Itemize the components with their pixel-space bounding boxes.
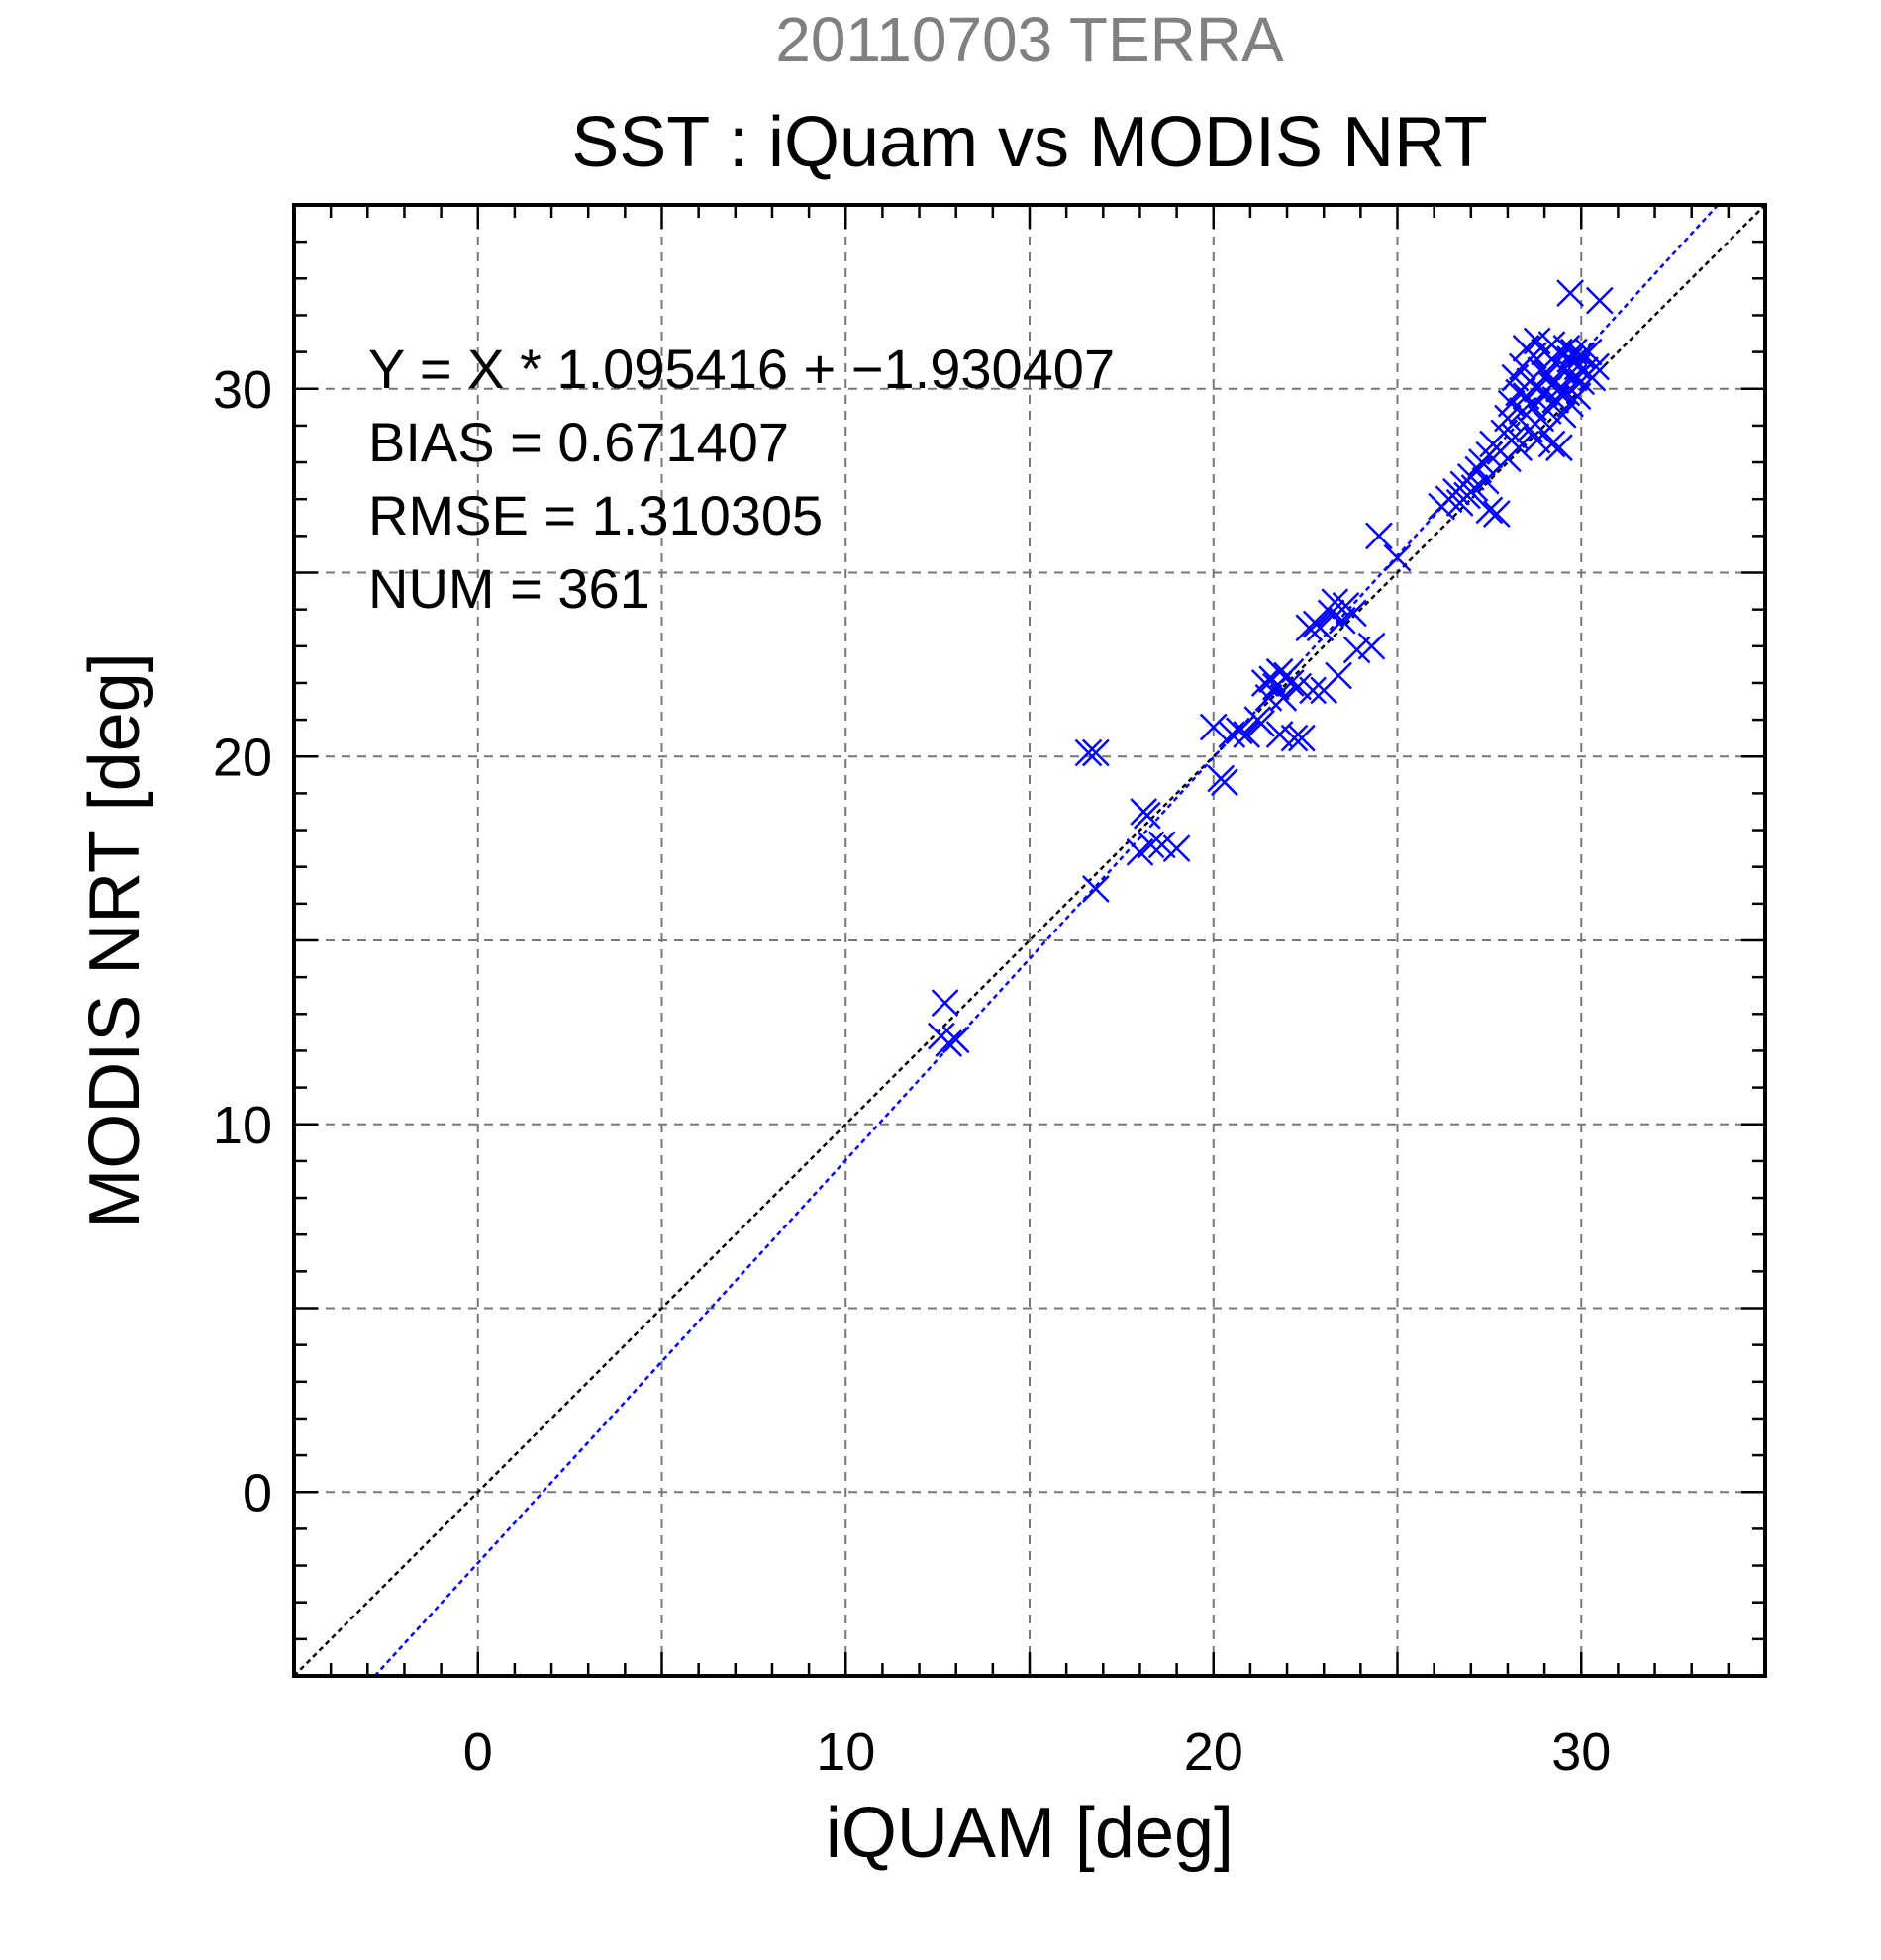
chart-title: SST : iQuam vs MODIS NRT — [571, 103, 1488, 182]
data-point — [1199, 713, 1228, 741]
data-point — [1537, 430, 1566, 458]
data-point — [1582, 352, 1610, 381]
data-point — [1288, 724, 1316, 752]
data-point — [941, 1026, 970, 1054]
data-point — [1276, 669, 1305, 697]
data-point — [1475, 441, 1504, 469]
stats-line-rmse: RMSE = 1.310305 — [368, 484, 823, 546]
data-point — [1233, 721, 1261, 748]
axis-ticks — [294, 205, 1765, 1676]
data-point — [1501, 423, 1530, 450]
data-point — [1162, 834, 1191, 863]
data-point — [1475, 496, 1504, 525]
data-point — [1225, 717, 1253, 745]
data-point — [1585, 286, 1614, 315]
data-point — [1081, 875, 1110, 903]
x-tick-label: 20 — [1184, 1722, 1243, 1782]
data-point — [1247, 709, 1275, 737]
x-tick-label: 30 — [1551, 1722, 1611, 1782]
y-tick-label: 0 — [243, 1463, 272, 1522]
data-point — [1133, 801, 1161, 830]
x-axis-label: iQUAM [deg] — [826, 1794, 1234, 1873]
plot-frame — [292, 203, 1767, 1678]
data-point — [1211, 768, 1238, 797]
data-point — [1299, 676, 1327, 705]
data-point — [1578, 363, 1607, 392]
y-tick-label: 30 — [213, 360, 272, 420]
data-point — [1295, 614, 1324, 642]
stats-line-num: NUM = 361 — [368, 557, 650, 620]
stats-box: Y = X * 1.095416 + −1.930407 BIAS = 0.67… — [368, 338, 1115, 620]
data-point — [1137, 831, 1165, 859]
data-point — [1074, 738, 1103, 767]
data-point — [1482, 500, 1511, 528]
data-point — [1365, 522, 1393, 550]
data-point — [1269, 683, 1298, 712]
y-tick-label: 10 — [213, 1096, 272, 1155]
data-point — [1545, 374, 1573, 403]
x-tick-label: 10 — [816, 1722, 875, 1782]
data-point — [1556, 279, 1584, 308]
chart-supertitle: 20110703 TERRA — [775, 4, 1284, 75]
data-point — [1383, 543, 1412, 572]
stats-line-fit: Y = X * 1.095416 + −1.930407 — [368, 338, 1115, 400]
data-point — [1339, 599, 1367, 628]
data-point — [1081, 738, 1110, 767]
data-point — [1280, 724, 1309, 752]
data-point — [935, 1029, 963, 1057]
data-point — [1321, 588, 1349, 617]
tick-labels: 0 10 20 30 0 10 20 30 — [213, 360, 1611, 1782]
x-tick-label: 0 — [463, 1722, 493, 1782]
stats-line-bias: BIAS = 0.671407 — [368, 411, 789, 473]
data-points — [927, 279, 1614, 1057]
data-point — [931, 989, 959, 1018]
data-point — [1357, 632, 1386, 660]
y-tick-label: 20 — [213, 728, 272, 787]
data-point — [1325, 661, 1352, 690]
data-point — [1218, 721, 1246, 748]
data-point — [1574, 338, 1603, 366]
data-point — [1545, 434, 1573, 462]
data-point — [1552, 378, 1581, 407]
data-point — [1552, 335, 1581, 362]
data-point — [1505, 434, 1533, 462]
data-point — [1471, 466, 1500, 495]
data-point — [1306, 614, 1335, 642]
y-axis-label: MODIS NRT [deg] — [75, 652, 154, 1228]
